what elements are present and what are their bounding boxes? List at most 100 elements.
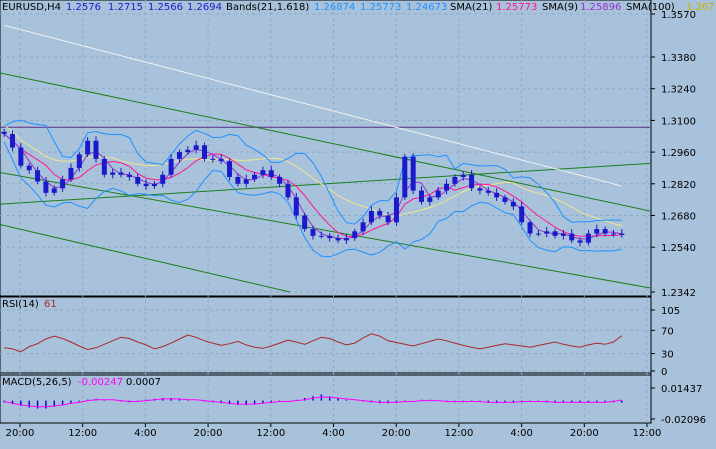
candle[interactable] [1,129,7,137]
candle-body [176,152,182,159]
candle[interactable] [318,231,324,239]
candle[interactable] [343,233,349,245]
candle[interactable] [569,229,575,244]
candle[interactable] [577,237,583,247]
candle[interactable] [60,175,66,192]
time-tick-label: 12:00 [633,428,662,439]
candle[interactable] [76,151,82,172]
candle[interactable] [68,163,74,182]
candle[interactable] [285,180,291,201]
price-axis: 1.3570 1.3380 1.3240 1.3100 1.2960 1.2820 1.26… [651,10,696,299]
candle[interactable] [310,225,316,240]
candle[interactable] [51,185,57,196]
candle-body [368,210,374,223]
candle[interactable] [143,179,149,190]
candle[interactable] [193,140,199,154]
candle[interactable] [410,153,416,195]
candle[interactable] [544,226,550,238]
candle[interactable] [610,229,616,238]
candle[interactable] [101,156,107,178]
candle[interactable] [160,171,166,188]
candle-body [110,172,116,175]
candle[interactable] [252,172,258,182]
candle-body [151,183,157,187]
candle[interactable] [444,179,450,195]
candle[interactable] [227,158,233,181]
candle[interactable] [10,130,16,152]
candle[interactable] [368,206,374,225]
candle[interactable] [93,136,99,163]
candle[interactable] [502,194,508,205]
candle[interactable] [18,143,24,169]
candle[interactable] [151,181,157,189]
candle-body [360,222,366,232]
candle[interactable] [352,228,358,241]
candle[interactable] [85,137,91,158]
candle[interactable] [293,192,299,220]
header-sma21-value: 1.25773 [496,2,537,13]
candle[interactable] [602,226,608,237]
candle-body [76,154,82,168]
candle[interactable] [527,219,533,238]
candle[interactable] [201,142,207,162]
candle[interactable] [377,208,383,220]
candle[interactable] [360,218,366,235]
candle[interactable] [110,168,116,179]
rsi-tick-label: 105 [661,306,680,317]
candle[interactable] [494,188,500,201]
candle[interactable] [26,162,32,174]
candle[interactable] [243,174,249,188]
candle[interactable] [402,153,408,201]
candles[interactable] [1,129,625,247]
candle[interactable] [335,234,341,244]
candle-body [126,174,132,177]
candle[interactable] [419,186,425,205]
candle[interactable] [535,229,541,237]
candle[interactable] [435,186,441,201]
main-overlays [0,24,651,293]
candle[interactable] [469,170,475,192]
candle[interactable] [35,166,41,185]
candle[interactable] [460,171,466,181]
candle[interactable] [210,155,216,163]
candle[interactable] [594,224,600,238]
candle[interactable] [126,172,132,181]
candle[interactable] [510,198,516,211]
candle[interactable] [218,154,224,164]
rsi-line: 105 70 30 0 [0,306,680,378]
header-sma100-label: SMA(100) [626,2,675,13]
candle[interactable] [185,146,191,155]
candle[interactable] [268,165,274,180]
candle[interactable] [552,228,558,239]
candle-body [277,176,283,184]
candle[interactable] [302,212,308,232]
candle[interactable] [519,201,525,225]
candle[interactable] [235,173,241,187]
candle[interactable] [385,211,391,225]
candle[interactable] [452,174,458,187]
candle[interactable] [327,233,333,242]
time-tick-label: 20:00 [382,428,411,439]
candle[interactable] [135,173,141,187]
sma-long-white-line [4,24,622,187]
candle[interactable] [393,192,399,226]
candle[interactable] [585,229,591,246]
candle[interactable] [176,149,182,163]
candle-body [569,233,575,241]
candle[interactable] [427,194,433,206]
candle[interactable] [277,174,283,188]
candle-body [302,215,308,230]
candle[interactable] [260,166,266,179]
candle[interactable] [485,186,491,196]
candle[interactable] [118,167,124,178]
candle[interactable] [477,185,483,195]
candle-body [502,197,508,202]
candle-body [335,238,341,241]
candle-body [210,158,216,160]
candle[interactable] [560,229,566,240]
candle-body [602,229,608,234]
candle[interactable] [619,229,625,238]
candle[interactable] [43,176,49,197]
candle[interactable] [168,154,174,178]
